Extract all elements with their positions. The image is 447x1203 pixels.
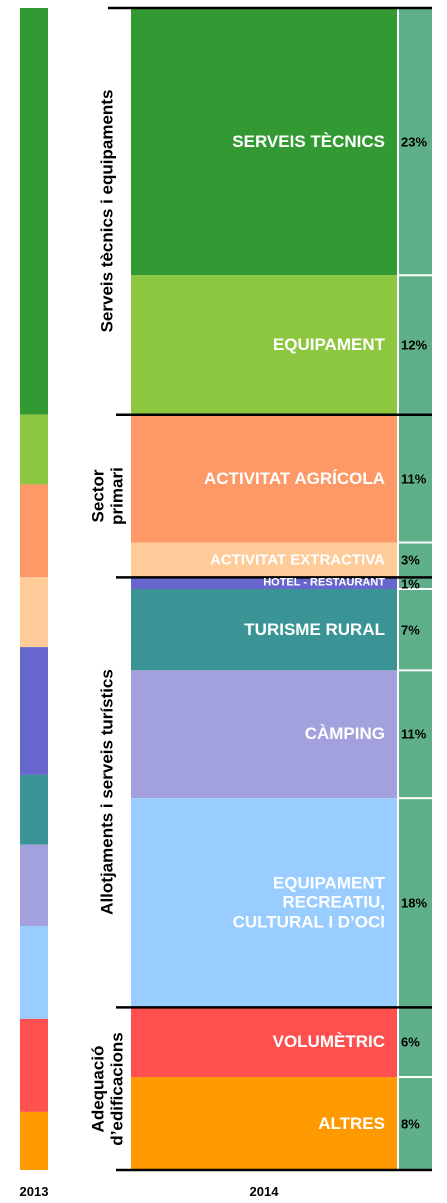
category-label: 2013: [20, 1184, 49, 1199]
value-label: 8%: [401, 1116, 420, 1131]
segment: [20, 1112, 48, 1170]
segment-label: HOTEL - RESTAURANT: [130, 577, 385, 590]
segment: [20, 8, 48, 415]
segment-label: ACTIVITAT AGRÍCOLA: [130, 469, 385, 489]
group-label: Sector primari: [89, 451, 126, 541]
segment-label: ACTIVITAT EXTRACTIVA: [130, 551, 385, 568]
group-label: Adequació d’edificacions: [89, 1012, 126, 1165]
value-label: 23%: [401, 134, 427, 149]
segment-label: TURISME RURAL: [130, 620, 385, 640]
segment: [20, 775, 48, 845]
infographic: 2013 2014 SERVEIS TÈCNICS 23% EQUIPAMENT 12% S…: [0, 0, 447, 1203]
group-label: Allotjaments i serveis turístics: [99, 582, 118, 1002]
value-label: 3%: [401, 552, 420, 567]
chart: [0, 0, 447, 1203]
value-label: 18%: [401, 895, 427, 910]
segment-label: SERVEIS TÈCNICS: [130, 132, 385, 152]
segment-label: VOLUMÈTRIC: [130, 1032, 385, 1052]
segment: [20, 1019, 48, 1112]
segment: [20, 647, 48, 775]
value-label: 11%: [401, 727, 426, 742]
value-label: 6%: [401, 1035, 420, 1050]
segment-label: CÀMPING: [130, 724, 385, 744]
category-label: 2014: [250, 1184, 279, 1199]
value-label: 12%: [401, 337, 427, 352]
segment-label: ALTRES: [130, 1114, 385, 1134]
value-label: 1%: [401, 577, 420, 592]
group-label: Serveis tècnics i equipaments: [99, 13, 118, 410]
segment-label: EQUIPAMENT RECREATIU, CULTURAL I D’OCI: [220, 873, 385, 932]
value-label: 7%: [401, 622, 420, 637]
segment-label: EQUIPAMENT: [130, 335, 385, 355]
segment: [20, 484, 48, 577]
value-label: 11%: [401, 471, 426, 486]
segment: [20, 415, 48, 485]
segment: [20, 926, 48, 1019]
segment: [20, 845, 48, 926]
segment: [20, 577, 48, 647]
